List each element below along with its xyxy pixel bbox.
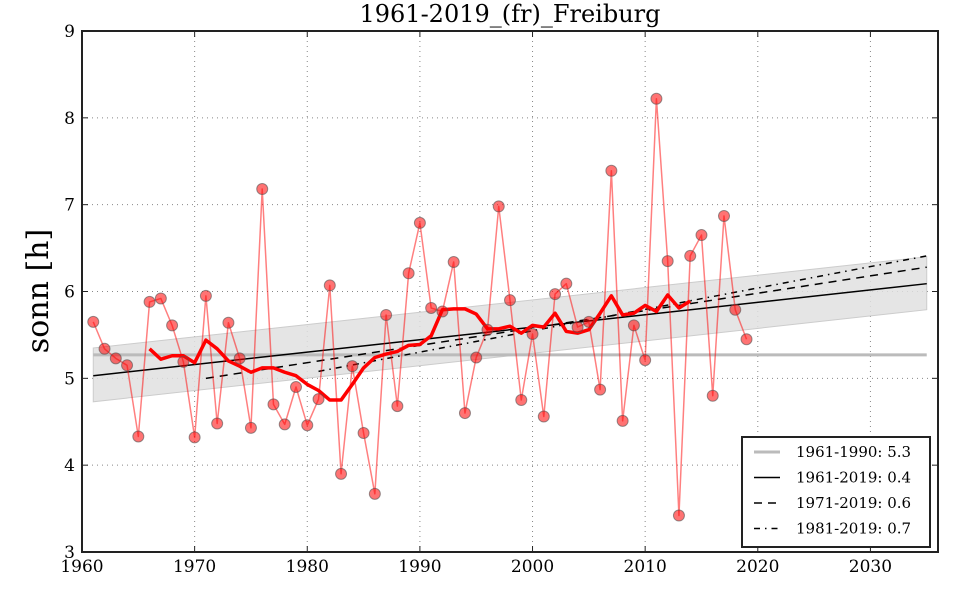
data-point <box>335 467 348 480</box>
data-point <box>323 279 336 292</box>
legend-label: 1981-2019: 0.7 <box>796 520 911 538</box>
data-point <box>256 183 269 196</box>
y-axis-label: sonn [h] <box>21 229 56 353</box>
data-point <box>413 216 426 229</box>
data-point <box>267 398 280 411</box>
data-point <box>470 351 483 364</box>
data-point <box>537 410 550 423</box>
data-point <box>458 407 471 420</box>
data-point <box>650 92 663 105</box>
x-tick-label: 2000 <box>511 557 554 577</box>
data-point <box>346 360 359 373</box>
data-point <box>661 255 674 268</box>
legend-label: 1971-2019: 0.6 <box>796 494 911 512</box>
x-tick-label: 1960 <box>60 557 103 577</box>
series-lines <box>92 97 927 517</box>
axis-ticks: 1960 1970 1980 1990 2000 2010 2020 2030 3 4 5 6 7 8 9 <box>60 22 938 577</box>
data-point <box>380 308 393 321</box>
x-tick-label: 2030 <box>849 557 892 577</box>
data-point <box>233 352 246 365</box>
y-tick-label: 7 <box>64 196 75 216</box>
data-point <box>639 354 652 367</box>
data-point <box>740 333 753 346</box>
data-point <box>582 315 595 328</box>
y-tick-label: 8 <box>64 109 75 129</box>
data-point <box>132 430 145 443</box>
data-point <box>526 328 539 341</box>
data-point <box>154 292 167 305</box>
y-tick-label: 3 <box>64 543 75 563</box>
data-point <box>402 267 415 280</box>
data-point <box>368 487 381 500</box>
data-point <box>391 400 404 413</box>
data-point <box>177 355 190 368</box>
data-point <box>278 418 291 431</box>
data-point <box>109 352 122 365</box>
data-point <box>672 509 685 522</box>
data-point <box>492 200 505 213</box>
data-point <box>301 419 314 432</box>
data-point <box>436 305 449 318</box>
data-point <box>481 323 494 336</box>
data-point <box>357 427 370 440</box>
legend: 1961-1990: 5.3 1961-2019: 0.4 1971-2019: 0… <box>741 436 931 548</box>
series-line-1971-2019-0-6 <box>205 266 927 380</box>
series-line-1961-2019-0-4 <box>93 282 927 377</box>
data-point <box>515 394 528 407</box>
x-tick-label: 1980 <box>286 557 329 577</box>
data-point <box>504 294 516 307</box>
data-point <box>684 249 697 262</box>
data-point <box>571 321 584 334</box>
data-point <box>695 229 708 242</box>
data-point <box>605 164 618 177</box>
legend-label: 1961-2019: 0.4 <box>796 469 911 487</box>
y-tick-label: 9 <box>64 22 75 42</box>
y-tick-label: 6 <box>64 283 75 303</box>
data-point <box>549 288 562 301</box>
data-point <box>244 421 257 434</box>
data-point <box>87 315 100 328</box>
data-points <box>87 92 753 522</box>
data-point <box>98 342 111 355</box>
x-tick-label: 2020 <box>736 557 779 577</box>
data-point <box>616 414 629 427</box>
legend-label: 1961-1990: 5.3 <box>796 443 911 461</box>
y-tick-label: 4 <box>64 456 75 476</box>
x-tick-label: 1990 <box>398 557 441 577</box>
x-tick-label: 1970 <box>173 557 216 577</box>
data-point <box>706 389 719 402</box>
data-point <box>718 209 730 222</box>
data-point <box>199 289 212 302</box>
data-point <box>166 319 179 332</box>
data-point <box>627 319 640 332</box>
data-point <box>290 381 302 394</box>
series-line-11-year-moving-average <box>148 293 692 402</box>
data-point <box>594 383 607 396</box>
data-point <box>425 301 438 314</box>
data-point <box>143 295 156 308</box>
y-tick-label: 5 <box>64 369 75 389</box>
data-point <box>312 393 325 406</box>
data-point <box>121 359 134 372</box>
data-point <box>222 316 235 329</box>
data-point <box>560 277 573 290</box>
data-point <box>211 417 224 430</box>
data-point <box>188 431 201 444</box>
chart-title: 1961-2019_(fr)_Freiburg <box>359 0 660 28</box>
data-point <box>729 303 742 316</box>
data-point <box>447 255 460 268</box>
x-tick-label: 2010 <box>624 557 667 577</box>
